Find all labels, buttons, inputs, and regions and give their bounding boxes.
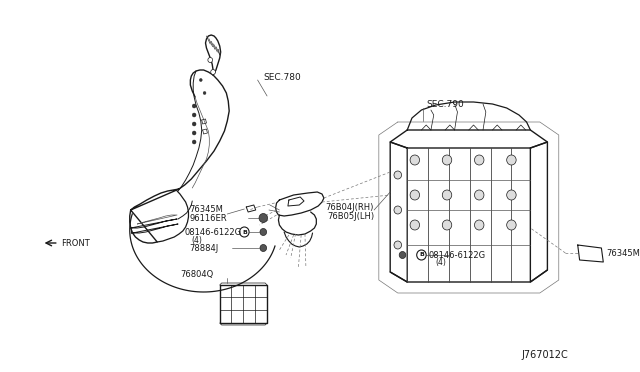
Circle shape <box>507 190 516 200</box>
Circle shape <box>192 122 196 126</box>
Circle shape <box>474 190 484 200</box>
Circle shape <box>474 155 484 165</box>
Circle shape <box>192 140 196 144</box>
Circle shape <box>442 155 452 165</box>
Circle shape <box>394 241 401 249</box>
Text: 76345M: 76345M <box>189 205 223 214</box>
Circle shape <box>203 92 206 94</box>
Circle shape <box>259 214 268 222</box>
Text: 76804Q: 76804Q <box>180 270 213 279</box>
Circle shape <box>399 251 406 259</box>
Text: J767012C: J767012C <box>522 350 568 360</box>
Circle shape <box>410 220 420 230</box>
Text: FRONT: FRONT <box>61 238 90 247</box>
Circle shape <box>394 206 401 214</box>
Circle shape <box>260 244 267 251</box>
Circle shape <box>192 113 196 117</box>
Circle shape <box>442 220 452 230</box>
Circle shape <box>507 220 516 230</box>
Text: SEC.780: SEC.780 <box>263 73 301 81</box>
Circle shape <box>199 78 202 81</box>
Text: 76B05J(LH): 76B05J(LH) <box>327 212 374 221</box>
Text: 78884J: 78884J <box>189 244 219 253</box>
Text: B: B <box>419 253 424 257</box>
Circle shape <box>410 190 420 200</box>
Text: (4): (4) <box>191 235 202 244</box>
Circle shape <box>192 131 196 135</box>
Circle shape <box>208 58 212 62</box>
Text: (4): (4) <box>436 259 447 267</box>
Circle shape <box>211 70 216 74</box>
Text: 76B04J(RH): 76B04J(RH) <box>326 202 374 212</box>
Circle shape <box>394 171 401 179</box>
Text: 08146-6122G: 08146-6122G <box>185 228 242 237</box>
Circle shape <box>442 190 452 200</box>
Circle shape <box>417 250 426 260</box>
Circle shape <box>260 228 267 235</box>
Text: B: B <box>242 230 247 234</box>
Circle shape <box>192 104 196 108</box>
Circle shape <box>410 155 420 165</box>
Text: SEC.790: SEC.790 <box>426 99 464 109</box>
Text: 08146-6122G: 08146-6122G <box>428 250 485 260</box>
Circle shape <box>239 227 249 237</box>
Circle shape <box>507 155 516 165</box>
Text: 76345M: 76345M <box>606 250 640 259</box>
Text: 96116ER: 96116ER <box>189 214 227 222</box>
Circle shape <box>474 220 484 230</box>
